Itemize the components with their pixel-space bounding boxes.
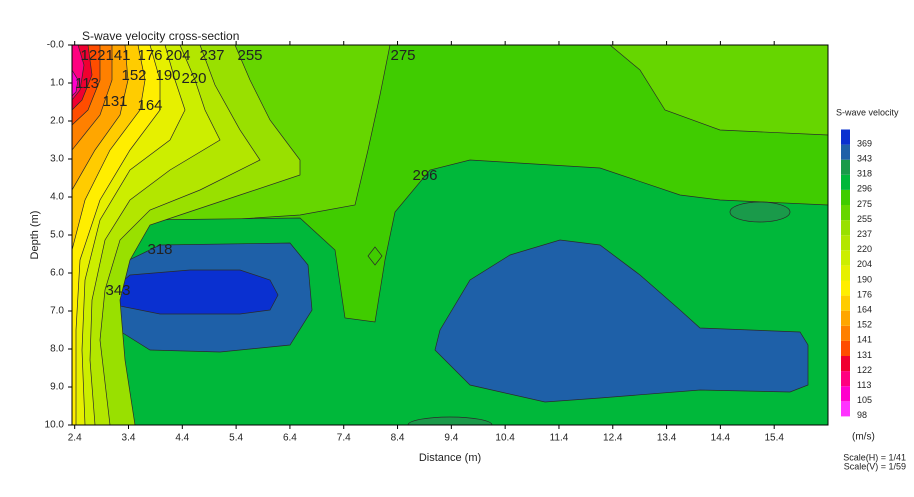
colorbar-swatch — [841, 356, 850, 372]
x-tick-label: 9.4 — [444, 433, 458, 444]
colorbar-unit: (m/s) — [852, 432, 875, 443]
x-tick-label: 4.4 — [175, 433, 189, 444]
contour-label: 343 — [105, 282, 130, 299]
y-tick-label: 4.0 — [50, 192, 64, 203]
colorbar-swatch — [841, 159, 850, 175]
colorbar-swatch — [841, 235, 850, 251]
y-tick-label: 9.0 — [50, 382, 64, 393]
x-tick-label: 11.4 — [550, 433, 569, 444]
colorbar-label: 131 — [857, 350, 872, 360]
y-tick-label: 7.0 — [50, 306, 64, 317]
colorbar-swatch — [841, 280, 850, 296]
contour-label: 131 — [102, 93, 127, 110]
x-tick-label: 8.4 — [391, 433, 405, 444]
colorbar-label: 237 — [857, 229, 872, 239]
colorbar-swatch — [841, 189, 850, 205]
contour-region — [367, 246, 383, 266]
colorbar-label: 369 — [857, 138, 872, 148]
contour-region — [729, 201, 791, 223]
colorbar-label: 122 — [857, 365, 872, 375]
y-tick-label: 10.0 — [45, 420, 65, 431]
colorbar-label: 164 — [857, 305, 872, 315]
y-tick-label: 5.0 — [50, 230, 64, 241]
colorbar-swatch — [841, 401, 850, 417]
colorbar-swatch — [841, 325, 850, 341]
colorbar-label: 176 — [857, 289, 872, 299]
x-tick-label: 13.4 — [657, 433, 677, 444]
colorbar-title: S-wave velocity — [836, 107, 899, 117]
x-tick-label: 3.4 — [122, 433, 136, 444]
colorbar-label: 318 — [857, 169, 872, 179]
contour-label: 204 — [165, 47, 190, 64]
x-tick-label: 15.4 — [764, 433, 784, 444]
contour-label: 318 — [147, 241, 172, 258]
contour-label: 190 — [155, 67, 180, 84]
y-tick-label: 3.0 — [50, 154, 64, 165]
colorbar-swatch — [841, 340, 850, 356]
colorbar-label: 255 — [857, 214, 872, 224]
colorbar-swatch — [841, 250, 850, 266]
colorbar-label: 296 — [857, 184, 872, 194]
colorbar-label: 343 — [857, 154, 872, 164]
colorbar-label: 204 — [857, 259, 872, 269]
contour-region — [72, 45, 79, 97]
colorbar-swatch — [841, 265, 850, 281]
colorbar-swatch — [841, 310, 850, 326]
chart-title: S-wave velocity cross-section — [82, 29, 239, 43]
colorbar-label: 105 — [857, 395, 872, 405]
contour-region — [111, 269, 279, 315]
y-axis-label: Depth (m) — [29, 211, 41, 260]
colorbar-swatch — [841, 220, 850, 236]
colorbar-swatch — [841, 371, 850, 387]
x-tick-label: 12.4 — [603, 433, 623, 444]
y-tick-label: 2.0 — [50, 116, 64, 127]
y-tick-label: 6.0 — [50, 268, 64, 279]
colorbar-label: 190 — [857, 274, 872, 284]
colorbar-swatch — [841, 144, 850, 160]
colorbar-swatch — [841, 205, 850, 221]
x-tick-label: 5.4 — [229, 433, 243, 444]
colorbar-swatch — [841, 295, 850, 311]
contour-label: 152 — [121, 67, 146, 84]
colorbar-label: 113 — [857, 380, 871, 390]
x-tick-label: 14.4 — [711, 433, 731, 444]
colorbar-label: 152 — [857, 320, 872, 330]
x-tick-label: 7.4 — [337, 433, 351, 444]
colorbar-swatch — [841, 174, 850, 190]
y-tick-label: 1.0 — [50, 78, 64, 89]
contour-region — [407, 416, 493, 425]
colorbar-label: 220 — [857, 244, 872, 254]
colorbar-label: 275 — [857, 199, 872, 209]
contour-label: 275 — [390, 47, 415, 64]
plot-area — [72, 45, 828, 425]
contour-label: 237 — [199, 47, 224, 64]
contour-label: 113 — [75, 75, 99, 92]
contour-label: 141 — [105, 47, 130, 64]
y-tick-label: -0.0 — [47, 40, 65, 51]
contour-label: 220 — [181, 70, 206, 87]
colorbar-swatch — [841, 386, 850, 402]
x-tick-label: 10.4 — [495, 433, 515, 444]
scale-label: Scale(H) = 1/41 — [843, 452, 906, 462]
x-tick-label: 6.4 — [283, 433, 297, 444]
contour-label: 164 — [137, 97, 162, 114]
y-tick-label: 8.0 — [50, 344, 64, 355]
colorbar-label: 98 — [857, 410, 867, 420]
contour-region — [434, 239, 809, 403]
contour-label: 176 — [137, 47, 162, 64]
scale-label: Scale(V) = 1/59 — [844, 461, 906, 471]
x-axis-label: Distance (m) — [419, 452, 481, 464]
colorbar-swatch — [841, 129, 850, 145]
colorbar-label: 141 — [857, 335, 872, 345]
x-tick-label: 2.4 — [68, 433, 82, 444]
contour-label: 255 — [237, 47, 262, 64]
contour-label: 296 — [412, 167, 437, 184]
contour-label: 122 — [80, 47, 105, 64]
